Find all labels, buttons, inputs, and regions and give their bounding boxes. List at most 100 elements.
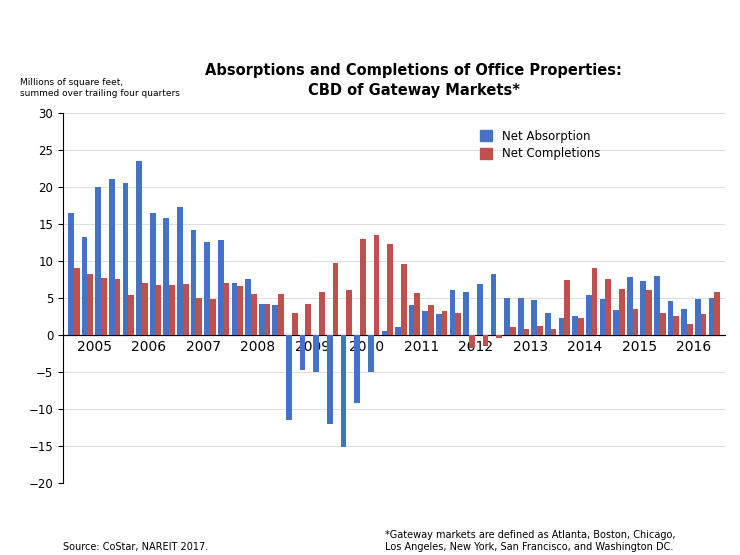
Bar [87, 274, 93, 335]
Bar [428, 305, 434, 335]
Bar [374, 235, 380, 335]
Bar [442, 311, 448, 335]
Bar [423, 311, 428, 335]
Bar [469, 335, 475, 348]
Bar [395, 327, 401, 335]
Bar [265, 304, 270, 335]
Bar [123, 183, 128, 335]
Bar [518, 297, 523, 335]
Text: *Gateway markets are defined as Atlanta, Boston, Chicago,
Los Angeles, New York,: *Gateway markets are defined as Atlanta,… [385, 530, 676, 552]
Bar [340, 335, 346, 447]
Bar [491, 274, 497, 335]
Bar [531, 300, 537, 335]
Bar [300, 335, 306, 370]
Bar [695, 299, 701, 335]
Bar [238, 286, 243, 335]
Bar [504, 297, 510, 335]
Bar [559, 318, 565, 335]
Bar [640, 281, 646, 335]
Bar [613, 310, 619, 335]
Text: Chart 1: Net absorption since the financial crisis is still less than
half the l: Chart 1: Net absorption since the financ… [13, 21, 649, 62]
Bar [551, 329, 556, 335]
Bar [81, 237, 87, 335]
Bar [382, 331, 387, 335]
Bar [115, 279, 121, 335]
Bar [414, 293, 420, 335]
Bar [327, 335, 333, 423]
Bar [272, 305, 278, 335]
Bar [149, 213, 155, 335]
Bar [619, 289, 625, 335]
Bar [155, 285, 161, 335]
Bar [654, 276, 660, 335]
Bar [278, 294, 284, 335]
Bar [599, 299, 605, 335]
Text: Absorptions and Completions of Office Properties:
CBD of Gateway Markets*: Absorptions and Completions of Office Pr… [206, 63, 622, 98]
Bar [319, 292, 325, 335]
Bar [709, 297, 714, 335]
Bar [545, 312, 551, 335]
Bar [306, 304, 312, 335]
Bar [605, 279, 611, 335]
Bar [368, 335, 374, 372]
Bar [136, 161, 142, 335]
Bar [682, 309, 687, 335]
Bar [313, 335, 319, 372]
Bar [210, 299, 216, 335]
Bar [191, 230, 196, 335]
Bar [251, 294, 257, 335]
Bar [633, 309, 639, 335]
Bar [346, 290, 352, 335]
Bar [455, 312, 461, 335]
Bar [701, 314, 707, 335]
Bar [482, 335, 488, 346]
Bar [177, 208, 183, 335]
Bar [667, 301, 673, 335]
Bar [646, 290, 652, 335]
Bar [497, 335, 502, 339]
Bar [218, 240, 223, 335]
Bar [578, 318, 584, 335]
Bar [450, 290, 455, 335]
Bar [232, 283, 238, 335]
Text: Millions of square feet,
summed over trailing four quarters: Millions of square feet, summed over tra… [20, 78, 180, 98]
Bar [292, 312, 297, 335]
Bar [627, 277, 633, 335]
Bar [523, 329, 529, 335]
Bar [223, 283, 229, 335]
Bar [68, 213, 74, 335]
Bar [169, 285, 175, 335]
Bar [660, 312, 665, 335]
Bar [128, 295, 134, 335]
Bar [101, 278, 107, 335]
Bar [354, 335, 360, 403]
Bar [592, 268, 597, 335]
Bar [259, 304, 265, 335]
Bar [401, 264, 406, 335]
Bar [142, 283, 148, 335]
Bar [565, 280, 570, 335]
Text: Source: CoStar, NAREIT 2017.: Source: CoStar, NAREIT 2017. [63, 542, 208, 552]
Bar [586, 295, 592, 335]
Bar [95, 186, 101, 335]
Bar [109, 179, 115, 335]
Bar [183, 284, 189, 335]
Legend: Net Absorption, Net Completions: Net Absorption, Net Completions [480, 130, 600, 160]
Bar [673, 316, 679, 335]
Bar [196, 297, 202, 335]
Bar [436, 314, 442, 335]
Bar [572, 316, 578, 335]
Bar [714, 292, 720, 335]
Bar [333, 263, 338, 335]
Bar [477, 284, 482, 335]
Bar [510, 327, 516, 335]
Bar [286, 335, 292, 420]
Bar [408, 305, 414, 335]
Bar [537, 326, 543, 335]
Bar [360, 239, 366, 335]
Bar [204, 242, 210, 335]
Bar [74, 268, 79, 335]
Bar [245, 279, 251, 335]
Bar [387, 244, 393, 335]
Bar [463, 292, 469, 335]
